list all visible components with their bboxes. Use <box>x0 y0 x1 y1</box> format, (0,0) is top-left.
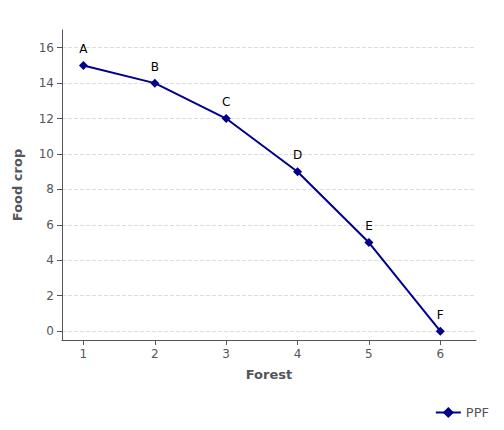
svg-text:12: 12 <box>39 112 54 126</box>
svg-text:Forest: Forest <box>246 367 292 382</box>
svg-text:1: 1 <box>80 347 88 361</box>
svg-text:14: 14 <box>39 76 54 90</box>
svg-text:2: 2 <box>46 289 54 303</box>
svg-text:4: 4 <box>46 253 54 267</box>
svg-text:6: 6 <box>46 218 54 232</box>
svg-text:10: 10 <box>39 147 54 161</box>
svg-text:C: C <box>222 95 230 109</box>
svg-text:4: 4 <box>294 347 302 361</box>
svg-text:0: 0 <box>46 324 54 338</box>
svg-text:6: 6 <box>436 347 444 361</box>
svg-text:Food crop: Food crop <box>10 149 25 221</box>
svg-text:5: 5 <box>365 347 373 361</box>
svg-text:8: 8 <box>46 182 54 196</box>
svg-text:E: E <box>365 219 373 233</box>
svg-text:F: F <box>437 308 444 322</box>
svg-text:3: 3 <box>222 347 230 361</box>
svg-text:B: B <box>151 60 159 74</box>
svg-text:16: 16 <box>39 41 54 55</box>
svg-text:2: 2 <box>151 347 159 361</box>
svg-text:A: A <box>79 42 88 56</box>
svg-text:PPF: PPF <box>466 405 489 420</box>
svg-text:D: D <box>293 148 302 162</box>
